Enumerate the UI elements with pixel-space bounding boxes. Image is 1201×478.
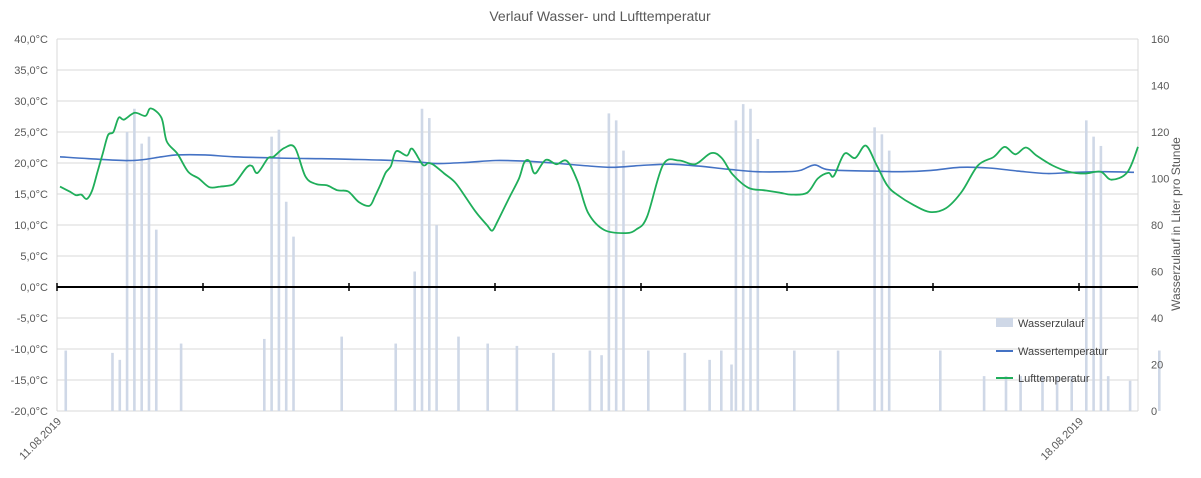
wasserzulauf-bar (457, 336, 460, 411)
wasserzulauf-bar (394, 343, 398, 411)
wasserzulauf-bar (1004, 376, 1008, 411)
wasserzulauf-bar (749, 108, 752, 411)
wasserzulauf-bar (734, 120, 738, 411)
wasserzulauf-bar (982, 376, 986, 411)
wasserzulauf-bar (486, 343, 489, 411)
y-left-axis: -20,0°C -15,0°C -10,0°C -5,0°C 0,0°C 5,0°C 10,… (11, 34, 48, 418)
wasserzulauf-bar (179, 343, 183, 411)
wasserzulauf-bar (588, 350, 592, 411)
wasserzulauf-bar (552, 352, 555, 411)
wasserzulauf-bar (1019, 376, 1022, 411)
y-right-axis: 0 20 40 60 80 100 120 140 160 (1151, 34, 1169, 418)
wasserzulauf-bar (263, 338, 266, 411)
wasserzulauf-bar (420, 108, 424, 411)
lufttemperatur-line (59, 107, 1139, 235)
wasserzulauf-bar (756, 138, 760, 411)
wasserzulauf-bar (1085, 120, 1088, 411)
wasserzulauf-bar (622, 150, 625, 411)
legend: Wasserzulauf Wassertemperatur Lufttemperat… (996, 318, 1108, 385)
y-left-tick-label: -15,0°C (11, 375, 48, 387)
legend-label: Wasserzulauf (1018, 318, 1085, 330)
wasserzulauf-bar (1158, 350, 1161, 411)
wasserzulauf-bar (939, 350, 942, 411)
wasserzulauf-bar (277, 129, 281, 412)
x-tick-label: 11.08.2019 (17, 416, 64, 463)
y-left-tick-label: 35,0°C (14, 65, 48, 77)
wasserzulauf-bar (428, 118, 431, 412)
chart-title: Verlauf Wasser- und Lufttemperatur (489, 8, 711, 24)
wasserzulauf-bar (1106, 376, 1110, 411)
y-left-tick-label: 10,0°C (14, 220, 48, 232)
wasserzulauf-bar (1092, 136, 1095, 411)
wasserzulauf-bar (147, 136, 151, 411)
y-right-tick-label: 140 (1151, 81, 1169, 93)
y-right-tick-label: 80 (1151, 220, 1163, 232)
wasserzulauf-bar (600, 355, 603, 411)
wasserzulauf-bar (708, 359, 711, 411)
wasserzulauf-bar (720, 350, 723, 411)
wasserzulauf-bar (118, 359, 122, 411)
wasserzulauf-bar (125, 132, 129, 411)
wasserzulauf-bar (284, 201, 288, 411)
legend-swatch-wasserzulauf (996, 318, 1013, 327)
y-left-tick-label: -5,0°C (17, 313, 48, 325)
wasserzulauf-bar (880, 134, 884, 411)
wasserzulauf-bar (64, 350, 68, 411)
wasserzulauf-bar (154, 229, 158, 411)
wasserzulauf-bar (111, 352, 114, 411)
wasserzulauf-bar (1070, 376, 1073, 411)
wasserzulauf-bar (1128, 380, 1132, 411)
legend-label: Wassertemperatur (1018, 346, 1108, 358)
wasserzulauf-bar (133, 108, 136, 411)
wasserzulauf-bar (1055, 376, 1059, 411)
y-right-tick-label: 20 (1151, 360, 1163, 372)
y-left-tick-label: 5,0°C (20, 251, 48, 263)
y-right-tick-label: 60 (1151, 267, 1163, 279)
wasserzulauf-bar (292, 236, 295, 411)
wasserzulauf-bar (435, 225, 438, 411)
wasserzulauf-bar (793, 350, 796, 411)
wasserzulauf-bar (873, 127, 876, 411)
y-left-tick-label: 0,0°C (20, 282, 48, 294)
lines (59, 107, 1139, 235)
x-axis: 11.08.2019 18.08.2019 (17, 283, 1138, 463)
wasserzulauf-bar (887, 150, 891, 411)
y-right-axis-title: Wasserzulauf in Liter pro Stunde (1169, 137, 1183, 311)
wasserzulauf-bar (1099, 145, 1103, 411)
y-right-tick-label: 100 (1151, 174, 1169, 186)
y-left-tick-label: 15,0°C (14, 189, 48, 201)
x-tick-label: 18.08.2019 (1039, 416, 1086, 463)
wasserzulauf-bar (683, 352, 687, 411)
wasserzulauf-bar (1041, 376, 1044, 411)
wasserzulauf-bars (64, 104, 1161, 412)
wasserzulauf-bar (270, 136, 273, 411)
y-left-tick-label: -20,0°C (11, 406, 48, 418)
y-left-tick-label: 20,0°C (14, 158, 48, 170)
wasserzulauf-bar (730, 364, 733, 411)
wasserzulauf-bar (741, 104, 745, 411)
y-left-tick-label: 25,0°C (14, 127, 48, 139)
legend-label: Lufttemperatur (1018, 373, 1090, 385)
y-left-tick-label: 40,0°C (14, 34, 48, 46)
wasserzulauf-bar (140, 143, 143, 411)
wassertemperatur-line (59, 153, 1135, 175)
wasserzulauf-bar (614, 120, 618, 411)
wasserzulauf-bar (340, 336, 343, 411)
y-left-tick-label: -10,0°C (11, 344, 48, 356)
y-right-tick-label: 0 (1151, 406, 1157, 418)
y-right-tick-label: 120 (1151, 127, 1169, 139)
y-right-tick-label: 160 (1151, 34, 1169, 46)
wasserzulauf-bar (607, 113, 611, 412)
wasserzulauf-bar (647, 350, 650, 411)
y-left-tick-label: 30,0°C (14, 96, 48, 108)
y-right-tick-label: 40 (1151, 313, 1163, 325)
wasserzulauf-bar (515, 345, 519, 411)
wasserzulauf-bar (836, 350, 840, 411)
wasserzulauf-bar (413, 271, 416, 411)
